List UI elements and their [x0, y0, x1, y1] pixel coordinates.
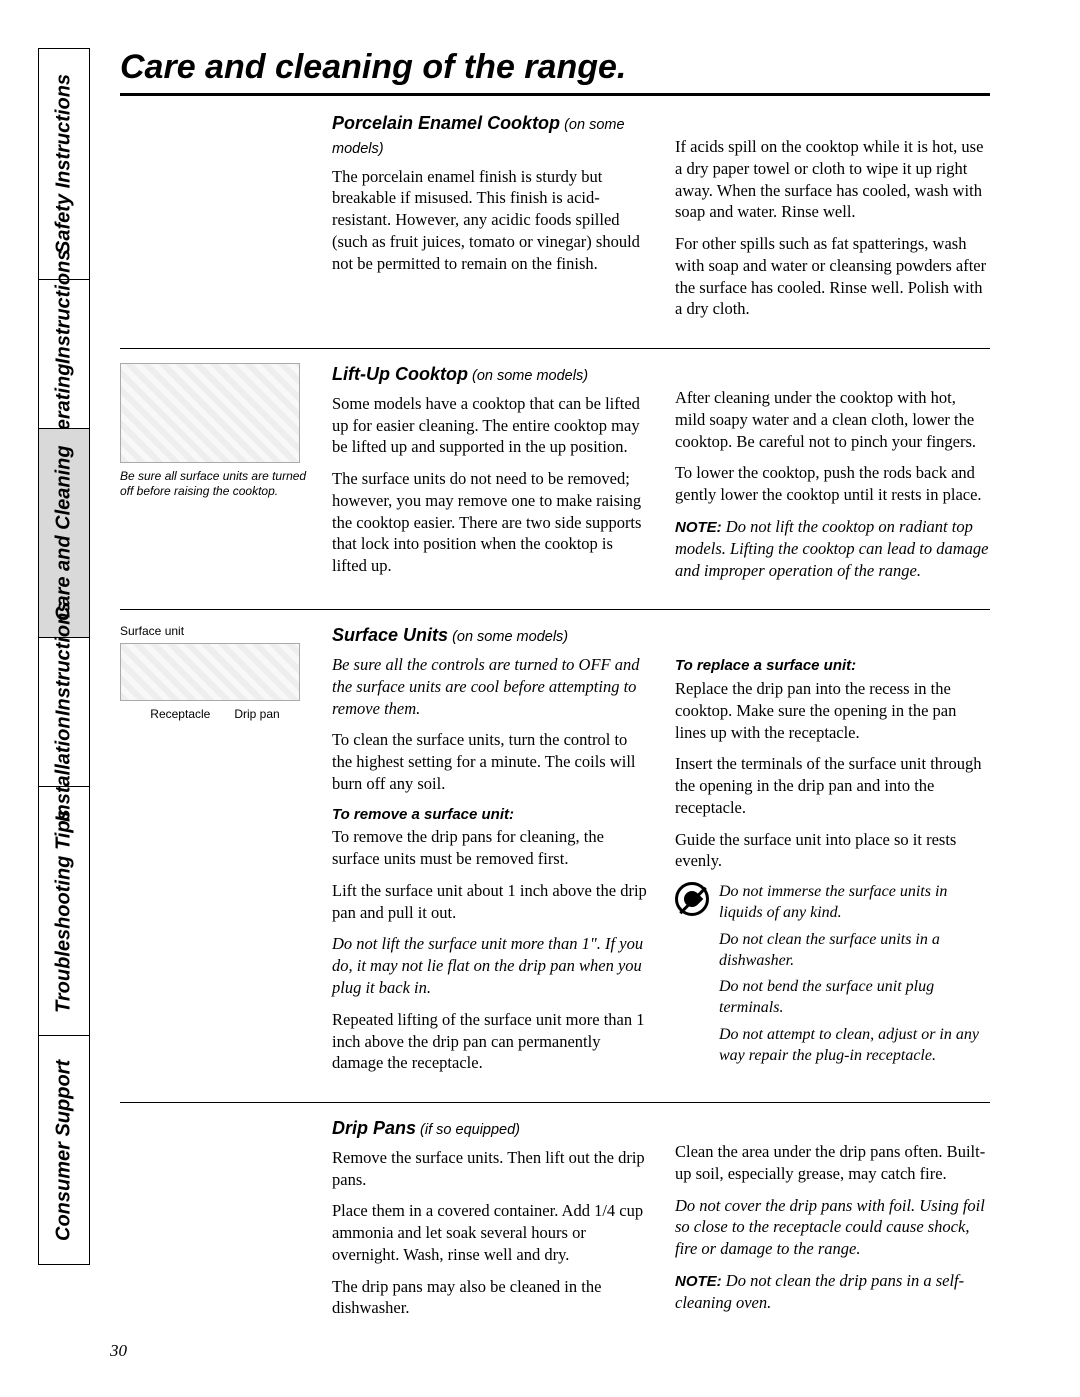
figure-caption: Be sure all surface units are turned off…	[120, 469, 310, 499]
body-text: The surface units do not need to be remo…	[332, 468, 647, 577]
warning-text: Do not immerse the surface units in liqu…	[719, 882, 990, 924]
cooktop-illustration	[120, 363, 300, 463]
body-text: Clean the area under the drip pans often…	[675, 1141, 990, 1185]
divider	[120, 1102, 990, 1103]
divider	[120, 609, 990, 610]
tab-label: Troubleshooting Tips	[54, 809, 75, 1013]
warning-text: Do not clean the surface units in a dish…	[719, 930, 990, 972]
warning-text: Do not attempt to clean, adjust or in an…	[719, 1025, 990, 1067]
sub-heading: To replace a surface unit:	[675, 656, 990, 676]
body-text: Insert the terminals of the surface unit…	[675, 753, 990, 818]
title-rule	[120, 93, 990, 96]
tab-label: Instructions	[54, 602, 75, 716]
body-text: To clean the surface units, turn the con…	[332, 729, 647, 794]
body-text: Replace the drip pan into the recess in …	[675, 678, 990, 743]
body-text: Remove the surface units. Then lift out …	[332, 1147, 647, 1191]
tab-troubleshooting[interactable]: Troubleshooting Tips	[38, 786, 90, 1036]
body-text: Repeated lifting of the surface unit mor…	[332, 1009, 647, 1074]
section-liftup: Be sure all surface units are turned off…	[120, 363, 990, 591]
body-text-italic: Do not lift the surface unit more than 1…	[332, 933, 647, 998]
note-text: NOTE: Do not clean the drip pans in a se…	[675, 1270, 990, 1314]
section-porcelain: Porcelain Enamel Cooktop (on some models…	[120, 112, 990, 330]
body-text: Place them in a covered container. Add 1…	[332, 1200, 647, 1265]
page-number: 30	[110, 1341, 127, 1361]
tab-label: Safety Instructions	[54, 74, 75, 254]
tab-safety[interactable]: Safety Instructions	[38, 48, 90, 280]
prohibit-icon	[675, 882, 709, 916]
tab-label: Consumer Support	[54, 1059, 75, 1240]
body-text: For other spills such as fat spatterings…	[675, 233, 990, 320]
body-text: If acids spill on the cooktop while it i…	[675, 136, 990, 223]
body-text-italic: Do not cover the drip pans with foil. Us…	[675, 1195, 990, 1260]
tab-label: Care and Cleaning	[54, 445, 75, 621]
sidebar-tabs: Safety Instructions Operating Instructio…	[38, 48, 92, 1348]
warning-text: Do not bend the surface unit plug termin…	[719, 977, 990, 1019]
figure-label: Drip pan	[234, 707, 279, 722]
section-heading: Porcelain Enamel Cooktop (on some models…	[332, 112, 647, 160]
body-text: Lift the surface unit about 1 inch above…	[332, 880, 647, 924]
tab-consumer-support[interactable]: Consumer Support	[38, 1035, 90, 1265]
section-heading: Lift-Up Cooktop (on some models)	[332, 363, 647, 387]
divider	[120, 348, 990, 349]
section-drip-pans: Drip Pans (if so equipped) Remove the su…	[120, 1117, 990, 1329]
warning-block: Do not immerse the surface units in liqu…	[675, 882, 990, 1072]
section-heading: Drip Pans (if so equipped)	[332, 1117, 647, 1141]
main-content: Care and cleaning of the range. Porcelai…	[120, 48, 990, 1329]
body-text: After cleaning under the cooktop with ho…	[675, 387, 990, 452]
section-surface-units: Surface unit Receptacle Drip pan Surface…	[120, 624, 990, 1084]
tab-label: Instructions	[54, 250, 75, 364]
body-text-italic: Be sure all the controls are turned to O…	[332, 654, 647, 719]
figure-label: Receptacle	[150, 707, 210, 722]
figure-label: Surface unit	[120, 624, 310, 639]
body-text: The drip pans may also be cleaned in the…	[332, 1276, 647, 1320]
body-text: Guide the surface unit into place so it …	[675, 829, 990, 873]
page-title: Care and cleaning of the range.	[120, 48, 990, 93]
surface-unit-illustration	[120, 643, 300, 701]
section-heading: Surface Units (on some models)	[332, 624, 647, 648]
body-text: To lower the cooktop, push the rods back…	[675, 462, 990, 506]
body-text: To remove the drip pans for cleaning, th…	[332, 826, 647, 870]
tab-installation[interactable]: Installation Instructions	[38, 637, 90, 787]
tab-operating[interactable]: Operating Instructions	[38, 279, 90, 429]
body-text: Some models have a cooktop that can be l…	[332, 393, 647, 458]
body-text: The porcelain enamel finish is sturdy bu…	[332, 166, 647, 275]
sub-heading: To remove a surface unit:	[332, 805, 647, 825]
note-text: NOTE: Do not lift the cooktop on radiant…	[675, 516, 990, 581]
